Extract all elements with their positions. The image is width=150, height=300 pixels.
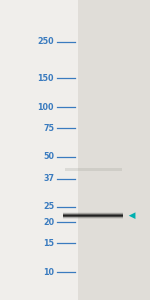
Bar bbox=[64, 167, 122, 171]
Text: 20: 20 bbox=[43, 218, 54, 227]
Bar bbox=[78, 0, 150, 300]
Text: 50: 50 bbox=[43, 152, 54, 161]
Text: 37: 37 bbox=[43, 174, 54, 183]
Text: 75: 75 bbox=[43, 124, 54, 133]
Text: 25: 25 bbox=[43, 202, 54, 211]
Text: 150: 150 bbox=[38, 74, 54, 83]
Text: 250: 250 bbox=[37, 38, 54, 46]
Text: 15: 15 bbox=[43, 238, 54, 247]
Text: 10: 10 bbox=[43, 268, 54, 277]
Text: 100: 100 bbox=[38, 103, 54, 112]
